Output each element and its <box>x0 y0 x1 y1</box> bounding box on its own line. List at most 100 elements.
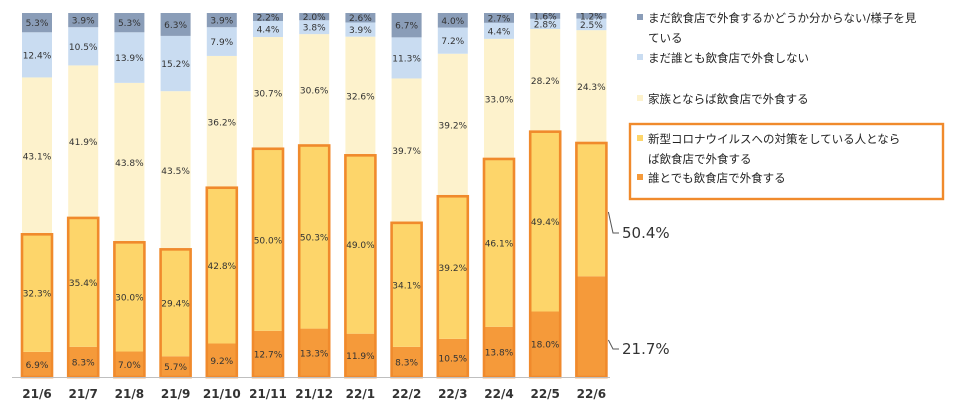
bar-segment <box>160 249 191 357</box>
segment-label: 6.9% <box>26 361 49 371</box>
x-tick-label: 22/3 <box>438 387 467 401</box>
bar-segment <box>22 32 52 78</box>
bar-segment <box>576 276 607 377</box>
segment-label: 49.0% <box>346 241 375 251</box>
bar-segment <box>484 326 514 377</box>
bar-segment <box>484 13 514 23</box>
bar-segment <box>206 187 237 344</box>
x-axis: 21/6 21/7 21/8 21/9 21/10 21/11 21/12 22/1 22/2 2… <box>12 377 610 401</box>
bar-segment <box>576 18 607 31</box>
segment-label: 9.2% <box>210 357 233 367</box>
bar-segment <box>206 27 237 56</box>
bar-segment <box>68 346 99 377</box>
bar-segment <box>22 351 52 377</box>
bar-segment <box>437 27 468 54</box>
legend-swatch <box>637 135 643 141</box>
bar-segment <box>345 36 376 156</box>
segment-label: 39.7% <box>392 147 421 157</box>
bar-segment <box>345 22 376 37</box>
bars-group: 6.9% 32.3% 43.1% 12.4% 5.3% 8.3% 35.4% 41.9% 10.… <box>20 12 608 379</box>
bar-segment <box>576 143 607 277</box>
segment-label: 30.7% <box>254 89 283 99</box>
bar-segment <box>530 29 561 132</box>
segment-label: 24.3% <box>577 83 606 93</box>
segment-label: 7.2% <box>441 37 464 47</box>
bar-segment <box>160 13 191 36</box>
legend-label: まだ飲食店で外食するかどうか分からない/様子を見 <box>648 11 917 25</box>
x-tick-label: 21/11 <box>249 387 287 401</box>
segment-label: 4.0% <box>441 17 464 27</box>
segment-label: 49.4% <box>531 218 560 228</box>
bar-segment <box>253 13 283 22</box>
segment-label: 1.2% <box>580 12 603 22</box>
segment-label: 7.0% <box>118 361 141 371</box>
legend-label: まだ誰とも飲食店で外食しない <box>648 51 809 65</box>
segment-label: 10.5% <box>69 43 98 53</box>
callouts-group: 50.4% 21.7% <box>607 211 670 358</box>
segment-label: 6.3% <box>164 21 187 31</box>
segment-label: 3.9% <box>210 17 233 27</box>
bar-segment <box>114 242 145 352</box>
segment-label: 39.2% <box>439 264 468 274</box>
segment-label: 13.8% <box>485 348 514 358</box>
bar-segment <box>299 20 330 35</box>
segment-label: 43.1% <box>23 152 52 162</box>
bar-segment <box>530 13 561 19</box>
segment-label: 4.4% <box>257 26 280 36</box>
x-tick-label: 21/12 <box>295 387 333 401</box>
segment-label: 4.4% <box>488 27 511 37</box>
x-tick-label: 21/7 <box>68 387 97 401</box>
bar-segment <box>68 13 99 28</box>
bar-segment <box>437 53 468 197</box>
bar-segment <box>68 65 99 218</box>
bar-segment <box>299 13 330 21</box>
bar-segment <box>484 158 514 327</box>
bar-segment <box>299 328 330 377</box>
bar-segment <box>22 77 52 235</box>
bar-segment <box>68 217 99 347</box>
segment-label: 39.2% <box>439 122 468 132</box>
x-tick-label: 21/6 <box>22 387 51 401</box>
segment-label: 50.3% <box>300 234 329 244</box>
segment-label: 11.3% <box>392 54 421 64</box>
bar-segment <box>114 351 145 377</box>
bar-segment <box>576 13 607 19</box>
segment-label: 36.2% <box>208 118 237 128</box>
callout-leader-line <box>607 211 619 234</box>
x-tick-label: 21/9 <box>161 387 190 401</box>
segment-label: 1.6% <box>534 12 557 22</box>
segment-label: 50.0% <box>254 236 283 246</box>
bar-segment <box>576 30 607 143</box>
bar-segment <box>391 222 422 347</box>
bar-segment <box>391 37 422 79</box>
segment-label: 2.5% <box>580 21 603 31</box>
x-tick-label: 22/1 <box>346 387 375 401</box>
segment-label: 13.9% <box>115 54 144 64</box>
segment-label: 32.6% <box>346 92 375 102</box>
x-tick-label: 22/4 <box>484 387 513 401</box>
bar-segment <box>484 22 514 39</box>
segment-label: 35.4% <box>69 279 98 289</box>
bar-segment <box>206 13 237 28</box>
bar-segment <box>345 13 376 23</box>
bar-segment <box>530 131 561 312</box>
segment-label: 2.8% <box>534 20 557 30</box>
x-tick-label: 22/6 <box>577 387 606 401</box>
legend-label: 誰とでも飲食店で外食する <box>648 171 786 185</box>
segment-label: 8.3% <box>72 358 95 368</box>
bar-segment <box>391 78 422 223</box>
segment-label: 15.2% <box>161 60 190 70</box>
bar-segment <box>206 55 237 188</box>
bar-segment <box>437 13 468 28</box>
bar-segment <box>22 13 52 33</box>
segment-label: 2.6% <box>349 14 372 24</box>
segment-label: 41.9% <box>69 138 98 148</box>
callout-label: 50.4% <box>622 224 670 242</box>
legend-swatch <box>637 14 643 20</box>
segment-label: 12.4% <box>23 51 52 61</box>
callout-label: 21.7% <box>622 340 670 358</box>
segment-label: 32.3% <box>23 290 52 300</box>
segment-label: 5.7% <box>164 363 187 373</box>
bar-segment <box>530 18 561 30</box>
bar-segment <box>299 34 330 146</box>
